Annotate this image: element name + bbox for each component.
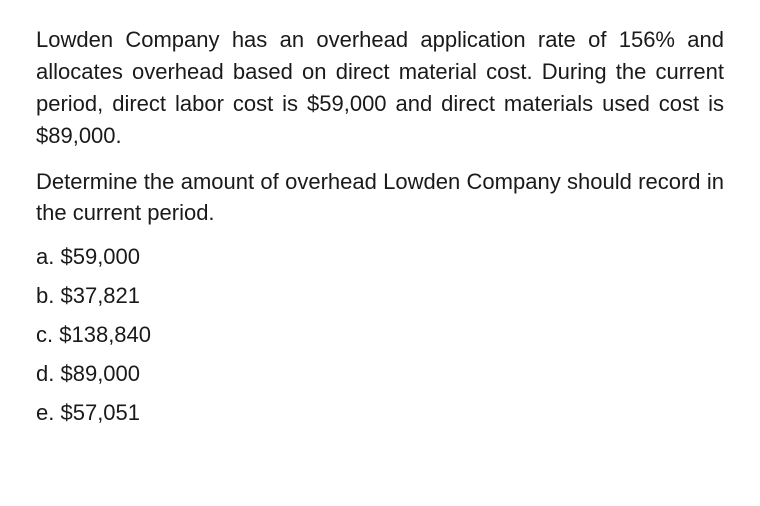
option-value: $57,051: [60, 400, 140, 425]
option-value: $89,000: [60, 361, 140, 386]
question-paragraph-2: Determine the amount of overhead Lowden …: [36, 166, 724, 230]
option-label: a.: [36, 244, 54, 269]
answer-option-d[interactable]: d. $89,000: [36, 358, 724, 390]
answer-option-b[interactable]: b. $37,821: [36, 280, 724, 312]
option-label: b.: [36, 283, 54, 308]
option-label: e.: [36, 400, 54, 425]
option-value: $37,821: [60, 283, 140, 308]
option-label: d.: [36, 361, 54, 386]
answer-option-c[interactable]: c. $138,840: [36, 319, 724, 351]
option-value: $138,840: [59, 322, 151, 347]
option-label: c.: [36, 322, 53, 347]
option-value: $59,000: [60, 244, 140, 269]
answer-option-a[interactable]: a. $59,000: [36, 241, 724, 273]
answer-option-e[interactable]: e. $57,051: [36, 397, 724, 429]
question-block: Lowden Company has an overhead applicati…: [36, 24, 724, 429]
question-paragraph-1: Lowden Company has an overhead applicati…: [36, 24, 724, 152]
